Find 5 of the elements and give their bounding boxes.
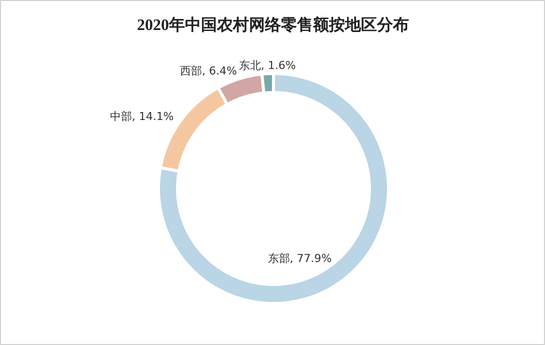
slice-label: 中部, 14.1% [110,110,174,124]
slice-label: 东北, 1.6% [238,59,296,72]
chart-title: 2020年中国农村网络零售额按地区分布 [137,16,409,34]
slice-label: 西部, 6.4% [180,64,237,78]
slice-label: 东部, 77.9% [268,252,332,265]
